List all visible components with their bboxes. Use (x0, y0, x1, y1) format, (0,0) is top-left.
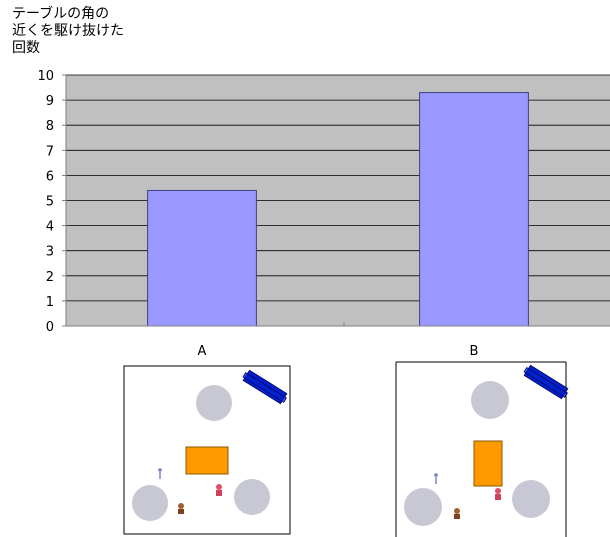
diagram-a-blue-block (242, 369, 288, 405)
diagram-b-top-circle (471, 381, 509, 419)
diagram-b-person-icon-small (434, 473, 438, 484)
diagram-b-runner-icon-brown (454, 508, 460, 519)
y-axis-ticks: 0 1 2 3 4 5 6 7 8 9 10 (37, 69, 66, 335)
y-tick-label: 6 (46, 169, 54, 184)
y-tick-label: 10 (37, 69, 54, 84)
diagram-a-top-circle (196, 385, 232, 421)
diagram-b-table (473, 440, 503, 487)
y-tick-label: 3 (46, 245, 54, 260)
diagram-a-right-circle (234, 479, 270, 515)
y-tick-label: 8 (46, 119, 54, 134)
diagram-a-left-circle (132, 485, 168, 521)
diagram-b-runner-icon-pink (495, 488, 501, 500)
y-tick-label: 1 (46, 295, 54, 310)
diagram-a-table (185, 446, 229, 475)
diagram-b-left-circle (404, 488, 442, 526)
y-tick-label: 0 (46, 320, 54, 335)
diagram-a (123, 365, 291, 535)
diagram-a-runner-icon-pink (216, 484, 222, 496)
y-tick-label: 4 (46, 220, 54, 235)
bar-b (419, 92, 529, 327)
category-label-a: A (198, 344, 207, 359)
diagram-a-person-icon-small (158, 468, 162, 479)
diagram-a-runner-icon-brown (178, 503, 184, 514)
y-axis-label-line-2: 近くを駆け抜けた (12, 23, 124, 39)
diagram-b (395, 361, 569, 537)
y-tick-label: 9 (46, 94, 54, 109)
y-tick-label: 7 (46, 144, 54, 159)
diagram-b-right-circle (512, 480, 550, 518)
bar-a (147, 189, 257, 327)
bars (147, 92, 529, 327)
y-tick-label: 2 (46, 270, 54, 285)
y-tick-label: 5 (46, 195, 54, 210)
y-axis-label-line-1: テーブルの角の (12, 5, 109, 22)
diagram-b-blue-block (523, 364, 569, 400)
y-axis-label-line-3: 回数 (12, 40, 40, 56)
category-label-b: B (470, 344, 479, 359)
